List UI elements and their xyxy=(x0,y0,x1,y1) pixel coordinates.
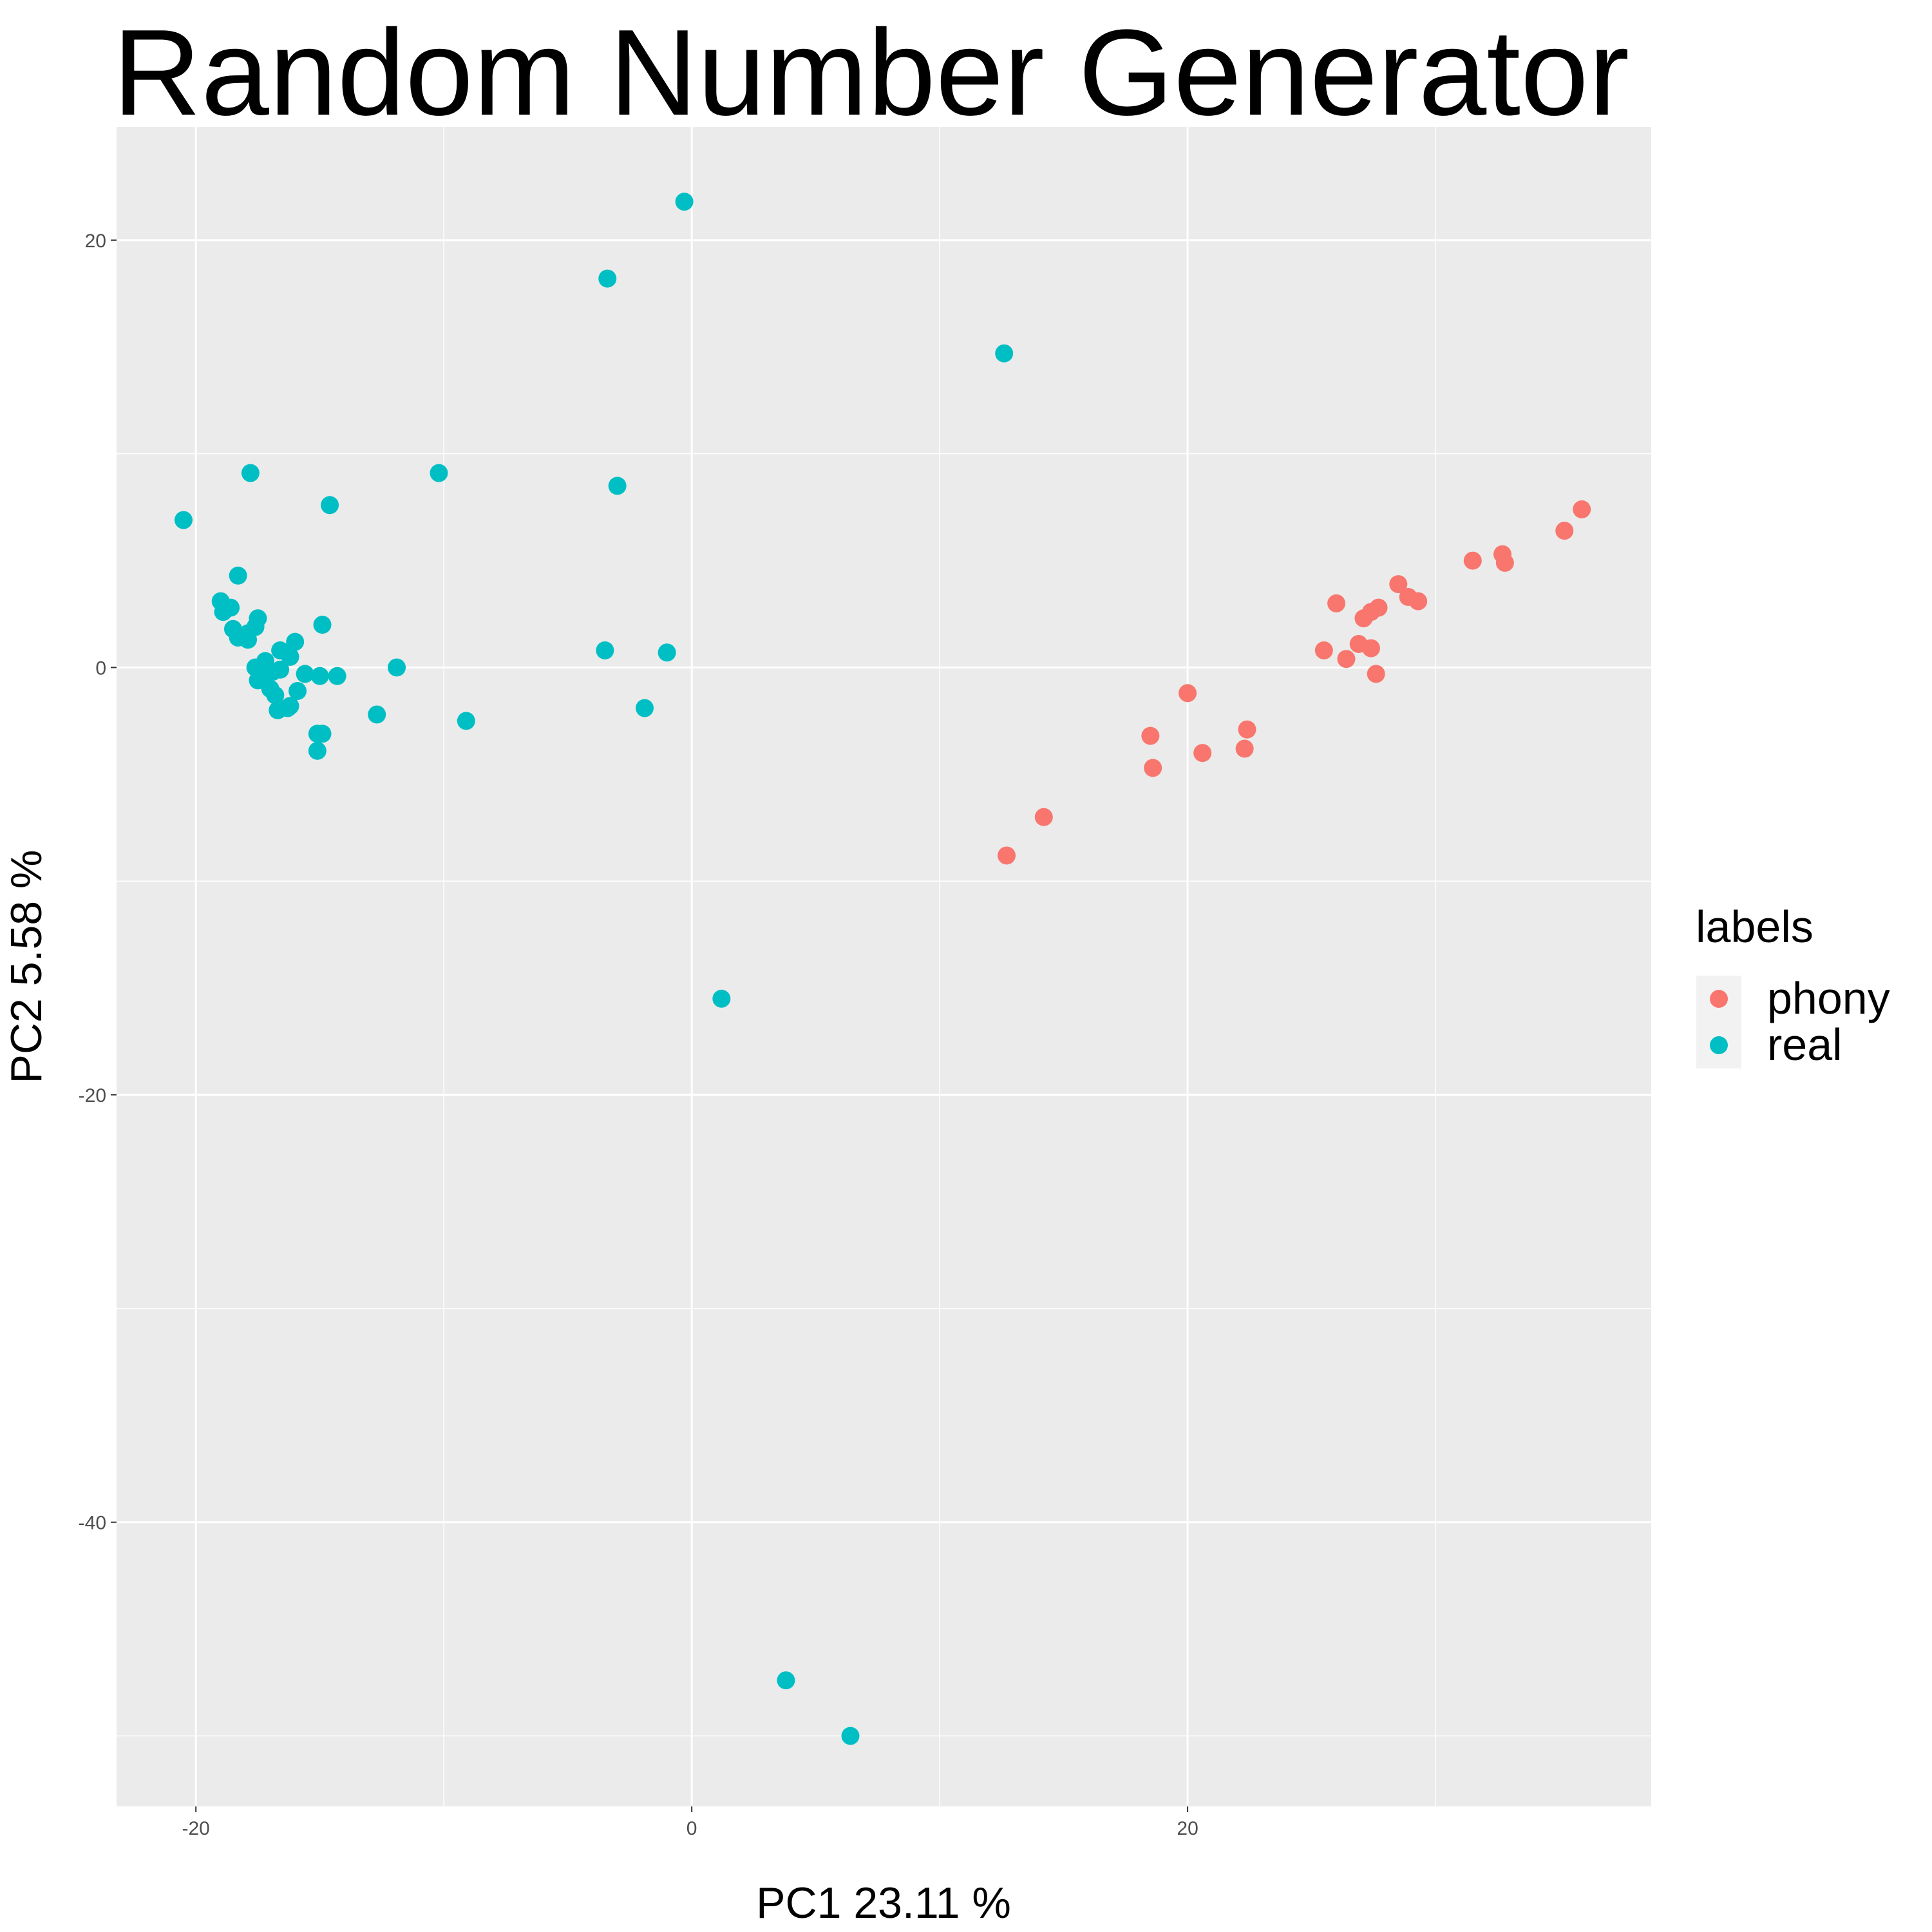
real-point xyxy=(841,1727,860,1745)
real-point xyxy=(388,658,406,677)
real-point xyxy=(281,697,299,715)
x-tick-label: -20 xyxy=(182,1818,210,1839)
real-point xyxy=(222,598,240,617)
phony-point xyxy=(1337,650,1356,668)
phony-point xyxy=(1361,639,1380,658)
y-axis-ticks: -40 -20 0 20 xyxy=(79,231,117,1534)
real-point xyxy=(457,712,475,730)
y-tick-label: -40 xyxy=(79,1513,106,1534)
real-point xyxy=(313,616,332,634)
real-point xyxy=(777,1671,795,1690)
legend-label-phony: phony xyxy=(1767,973,1890,1023)
phony-point xyxy=(1179,684,1197,703)
phony-point xyxy=(1314,641,1333,659)
phony-point xyxy=(1235,739,1254,758)
y-tick-label: 20 xyxy=(85,231,106,252)
real-point xyxy=(286,632,305,651)
phony-point xyxy=(1238,720,1256,739)
legend-label-real: real xyxy=(1767,1019,1842,1070)
real-point xyxy=(313,724,332,743)
x-axis-title: PC1 23.11 % xyxy=(756,1879,1011,1927)
real-point xyxy=(271,660,290,679)
legend-dot-phony xyxy=(1710,990,1728,1008)
phony-point xyxy=(1034,808,1053,826)
phony-point xyxy=(1573,500,1591,518)
real-point xyxy=(174,511,193,529)
real-point xyxy=(321,496,339,515)
real-point xyxy=(281,647,299,666)
phony-point xyxy=(1193,744,1212,762)
real-point xyxy=(296,665,314,683)
minor-gridlines xyxy=(117,127,1651,1806)
x-axis-ticks: -20 0 20 xyxy=(182,1806,1198,1839)
real-point xyxy=(328,667,346,685)
real-point xyxy=(241,464,260,482)
y-tick-label: 0 xyxy=(95,658,106,679)
real-point xyxy=(995,344,1014,363)
real-point xyxy=(308,741,327,760)
x-tick-label: 0 xyxy=(687,1818,697,1839)
legend-title: labels xyxy=(1696,902,1814,952)
real-point xyxy=(712,989,731,1008)
real-point xyxy=(635,699,654,717)
real-point xyxy=(608,477,627,495)
real-point xyxy=(289,681,307,700)
real-point xyxy=(249,609,267,628)
real-point xyxy=(675,193,694,211)
real-point xyxy=(310,667,329,685)
phony-point xyxy=(1144,759,1162,777)
legend-dot-real xyxy=(1710,1036,1728,1054)
real-point xyxy=(229,566,247,585)
real-point xyxy=(598,269,617,288)
plot-panel xyxy=(117,127,1651,1806)
phony-point xyxy=(998,846,1016,865)
major-gridlines xyxy=(117,127,1651,1806)
y-tick-label: -20 xyxy=(79,1085,106,1106)
y-axis-title: PC2 5.58 % xyxy=(2,850,51,1084)
chart-title: Random Number Generator xyxy=(113,5,1629,141)
phony-point xyxy=(1409,592,1428,611)
data-points xyxy=(174,193,1591,1745)
phony-point xyxy=(1463,551,1482,570)
phony-point xyxy=(1555,522,1574,540)
phony-point xyxy=(1369,598,1388,617)
phony-point xyxy=(1389,575,1408,594)
phony-point xyxy=(1327,594,1346,612)
phony-point xyxy=(1367,665,1385,683)
real-point xyxy=(368,705,386,724)
phony-point xyxy=(1141,726,1160,745)
real-point xyxy=(658,643,676,662)
real-point xyxy=(266,686,285,705)
phony-point xyxy=(1495,553,1514,572)
real-point xyxy=(596,641,614,659)
x-tick-label: 20 xyxy=(1177,1818,1198,1839)
real-point xyxy=(430,464,448,482)
